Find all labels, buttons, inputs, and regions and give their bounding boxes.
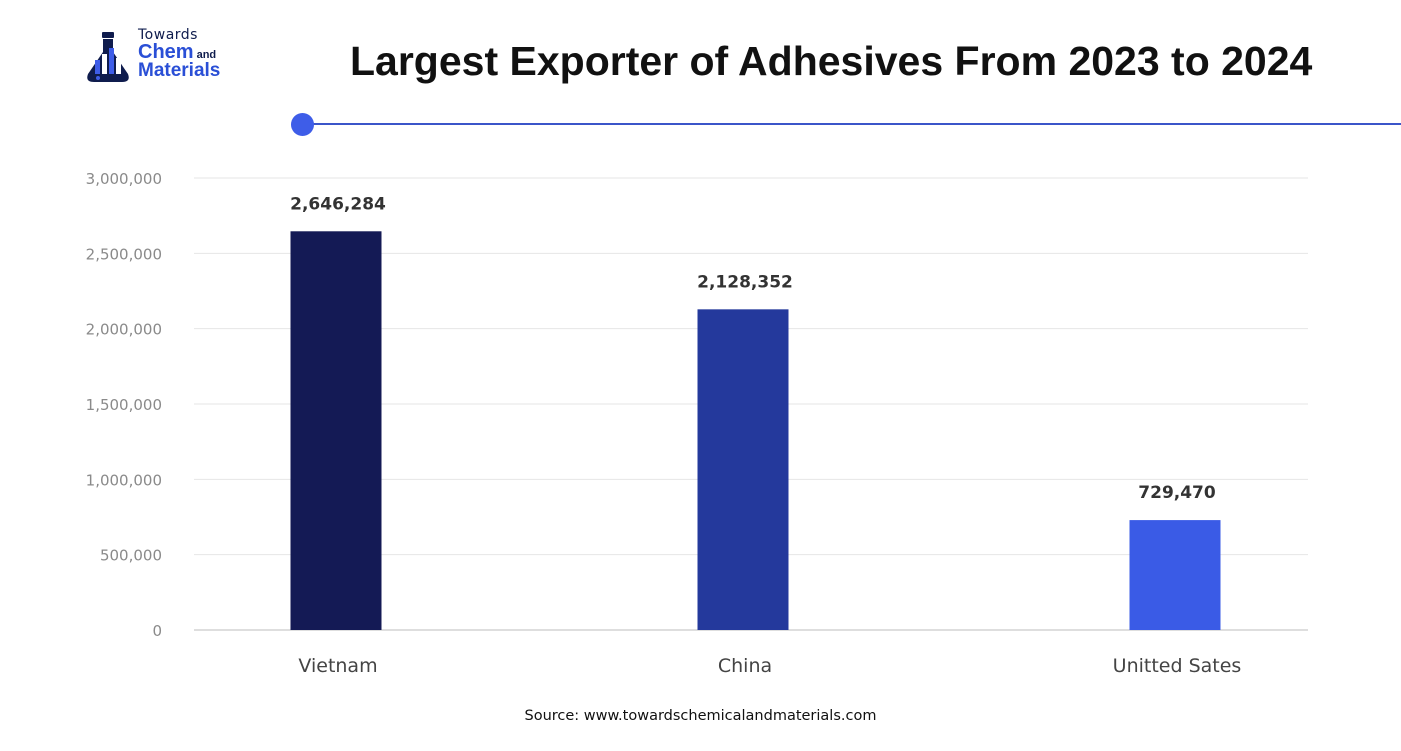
- y-tick-label: 3,000,000: [86, 170, 162, 188]
- title-underline-dot: [291, 113, 314, 136]
- logo-text-materials: Materials: [138, 60, 221, 81]
- data-label: 729,470: [1138, 483, 1216, 503]
- y-tick-label: 0: [152, 622, 162, 640]
- bar: [1129, 520, 1221, 630]
- x-tick-label: Vietnam: [298, 655, 377, 677]
- y-tick-label: 500,000: [100, 547, 162, 565]
- y-tick-label: 2,500,000: [86, 245, 162, 263]
- title-underline: [303, 123, 1401, 125]
- bar-chart: 0 500,000 1,000,000 1,500,000 2,000,000 2,500…: [86, 170, 1308, 677]
- brand-logo: Towards Chem and Materials: [82, 28, 242, 88]
- data-label: 2,646,284: [290, 194, 386, 214]
- x-tick-label: Unitted Sates: [1113, 655, 1242, 677]
- x-tick-label: China: [718, 655, 772, 677]
- y-tick-label: 1,000,000: [86, 471, 162, 489]
- logo-text-and: and: [196, 49, 217, 61]
- y-tick-label: 1,500,000: [86, 396, 162, 414]
- logo-text-towards: Towards: [138, 27, 198, 43]
- flask-chart-icon: [87, 32, 129, 82]
- bar: [697, 309, 789, 630]
- source-note: Source: www.towardschemicalandmaterials.…: [524, 708, 877, 724]
- chart-title: Largest Exporter of Adhesives From 2023 …: [350, 38, 1313, 84]
- y-tick-label: 2,000,000: [86, 321, 162, 339]
- logo-text-chem: Chem: [138, 41, 194, 63]
- bar: [290, 231, 382, 630]
- data-label: 2,128,352: [697, 272, 793, 292]
